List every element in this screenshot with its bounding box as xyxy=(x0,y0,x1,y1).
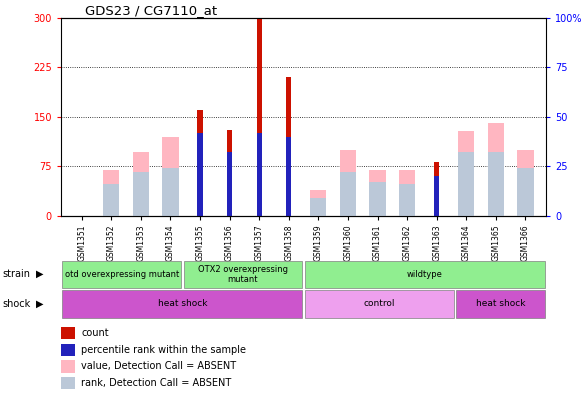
FancyBboxPatch shape xyxy=(62,290,302,318)
Bar xyxy=(198,133,203,216)
Bar xyxy=(517,168,533,216)
Text: count: count xyxy=(81,328,109,338)
Bar xyxy=(198,110,203,216)
Bar xyxy=(434,162,439,216)
Text: ▶: ▶ xyxy=(36,299,43,309)
Text: control: control xyxy=(364,299,395,308)
FancyBboxPatch shape xyxy=(457,290,545,318)
Bar xyxy=(257,133,262,216)
Text: heat shock: heat shock xyxy=(476,299,525,308)
Bar xyxy=(61,360,74,373)
Bar xyxy=(310,198,327,216)
Text: GDS23 / CG7110_at: GDS23 / CG7110_at xyxy=(85,4,217,17)
Bar xyxy=(434,176,439,216)
Bar xyxy=(286,137,292,216)
Bar xyxy=(399,170,415,216)
Text: value, Detection Call = ABSENT: value, Detection Call = ABSENT xyxy=(81,362,236,371)
Text: heat shock: heat shock xyxy=(157,299,207,308)
Bar xyxy=(132,172,149,216)
Bar xyxy=(487,152,504,216)
Bar xyxy=(458,152,475,216)
Text: shock: shock xyxy=(3,299,31,309)
Bar xyxy=(162,168,178,216)
Bar xyxy=(286,77,292,216)
Bar xyxy=(370,182,386,216)
Bar xyxy=(340,172,356,216)
Bar xyxy=(370,170,386,216)
Text: strain: strain xyxy=(3,269,31,279)
Bar xyxy=(227,152,232,216)
Text: percentile rank within the sample: percentile rank within the sample xyxy=(81,345,246,355)
Bar xyxy=(257,18,262,216)
Text: otd overexpressing mutant: otd overexpressing mutant xyxy=(64,270,179,279)
Bar xyxy=(458,131,475,216)
Bar xyxy=(132,152,149,216)
Bar xyxy=(310,190,327,216)
Text: ▶: ▶ xyxy=(36,269,43,279)
Bar xyxy=(487,123,504,216)
Bar xyxy=(399,184,415,216)
FancyBboxPatch shape xyxy=(305,261,545,288)
Bar xyxy=(61,343,74,356)
Bar xyxy=(103,170,120,216)
Bar xyxy=(517,150,533,216)
Bar xyxy=(340,150,356,216)
Bar xyxy=(162,137,178,216)
Bar xyxy=(103,184,120,216)
FancyBboxPatch shape xyxy=(305,290,454,318)
Bar xyxy=(61,377,74,389)
FancyBboxPatch shape xyxy=(62,261,181,288)
FancyBboxPatch shape xyxy=(184,261,302,288)
Text: wildtype: wildtype xyxy=(407,270,443,279)
Bar xyxy=(227,130,232,216)
Text: OTX2 overexpressing
mutant: OTX2 overexpressing mutant xyxy=(198,265,288,284)
Bar xyxy=(61,327,74,339)
Text: rank, Detection Call = ABSENT: rank, Detection Call = ABSENT xyxy=(81,378,232,388)
